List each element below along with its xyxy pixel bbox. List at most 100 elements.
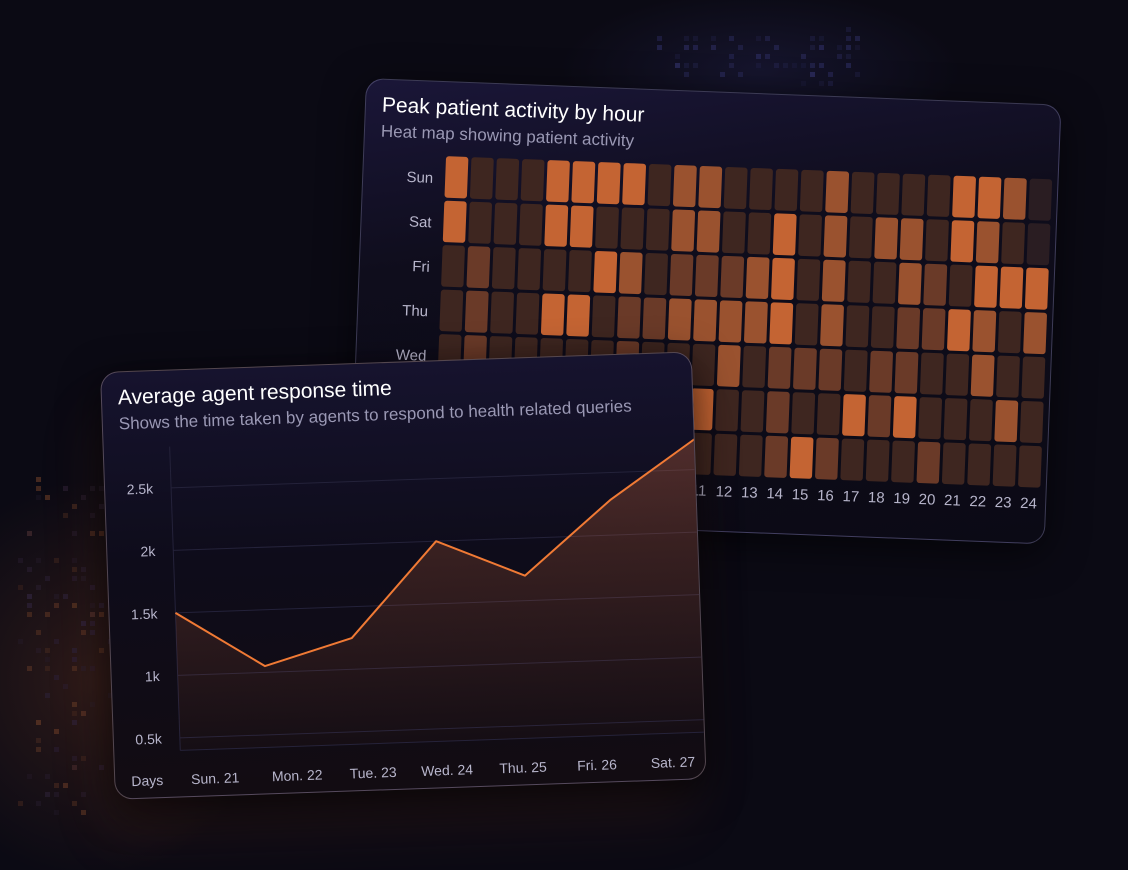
bg-dot (18, 585, 23, 590)
bg-dot (45, 495, 50, 500)
bg-dot (819, 45, 824, 50)
heatmap-cell (596, 162, 621, 205)
heatmap-cell (517, 248, 542, 291)
heatmap-cell (765, 391, 790, 434)
bg-dot (27, 774, 32, 779)
heatmap-cell (740, 390, 765, 433)
bg-dot (72, 648, 77, 653)
bg-dot (18, 639, 23, 644)
heatmap-cell (715, 389, 739, 432)
bg-dot (756, 54, 761, 59)
bg-dot (99, 531, 104, 536)
bg-dot (819, 81, 824, 86)
heatmap-cell (764, 435, 789, 478)
heatmap-cell (774, 168, 799, 212)
heatmap-cell (969, 399, 993, 442)
heatmap-cell (791, 392, 816, 435)
bg-dot (828, 81, 833, 86)
bg-dot (63, 486, 68, 491)
bg-dot (90, 612, 95, 617)
bg-dot (27, 594, 32, 599)
heatmap-cell (848, 216, 873, 259)
heatmap-cell (996, 355, 1020, 398)
heatmap-cell (644, 252, 668, 296)
bg-dot (27, 603, 32, 608)
heatmap-cell (647, 164, 672, 207)
heatmap-row-label: Fri (412, 258, 430, 276)
heatmap-cell (918, 397, 943, 440)
heatmap-cell (749, 167, 773, 211)
heatmap-cell (921, 308, 946, 351)
bg-dot (837, 54, 842, 59)
bg-dot (45, 657, 50, 662)
heatmap-row-label: Thu (402, 302, 428, 320)
bg-dot (810, 72, 815, 77)
bg-dot (801, 63, 806, 68)
bg-dot (81, 756, 86, 761)
bg-dot (99, 504, 104, 509)
bg-dot (684, 36, 689, 41)
x-tick-label: Mon. 22 (272, 766, 323, 784)
bg-dot (675, 63, 680, 68)
heatmap-cell (796, 258, 821, 301)
heatmap-cell (999, 266, 1024, 309)
heatmap-cell (444, 156, 469, 199)
bg-dot (99, 765, 104, 770)
heatmap-cell (569, 205, 594, 248)
heatmap-column-label: 21 (944, 492, 961, 510)
bg-dot (72, 666, 77, 671)
heatmap-cell (815, 437, 839, 480)
bg-dot (90, 513, 95, 518)
heatmap-cell (747, 212, 772, 255)
heatmap-cell (673, 165, 697, 208)
heatmap-cell (767, 346, 792, 389)
heatmap-cell (916, 441, 941, 484)
bg-dot (72, 567, 77, 572)
bg-dot (828, 72, 833, 77)
bg-dot (54, 747, 59, 752)
heatmap-cell (493, 202, 518, 245)
heatmap-cell (950, 220, 975, 263)
bg-dot (81, 495, 86, 500)
heatmap-column-label: 22 (969, 493, 986, 511)
heatmap-cell (591, 295, 616, 338)
heatmap-cell (566, 294, 591, 337)
heatmap-cell (540, 293, 565, 336)
heatmap-cell (820, 304, 844, 347)
bg-dot (855, 72, 860, 77)
heatmap-cell (723, 166, 748, 210)
bg-dot (810, 63, 815, 68)
bg-dot (72, 765, 77, 770)
heatmap-cell (617, 296, 641, 339)
heatmap-cell (818, 348, 843, 391)
heatmap-cell (892, 396, 917, 439)
line-chart: 0.5k 1k 1.5k 2k 2.5k Days Sun. 21 Mon. 22 Tue. 2… (126, 437, 706, 789)
bg-dot (72, 576, 77, 581)
y-tick-label: 1.5k (131, 605, 159, 622)
x-tick-label: Fri. 26 (577, 756, 617, 773)
response-time-card: Average agent response time Shows the ti… (100, 351, 707, 800)
bg-dot (72, 657, 77, 662)
bg-dot (54, 729, 59, 734)
heatmap-cell (671, 209, 696, 252)
heatmap-cell (794, 303, 819, 346)
heatmap-cell (926, 174, 951, 217)
bg-dot (36, 630, 41, 635)
heatmap-cell (1024, 267, 1049, 310)
heatmap-cell (997, 311, 1022, 354)
bg-dot (45, 576, 50, 581)
bg-dot (90, 531, 95, 536)
heatmap-cell (789, 436, 814, 479)
heatmap-cell (618, 252, 643, 295)
bg-dot (99, 648, 104, 653)
heatmap-cell (442, 200, 467, 243)
heatmap-cell (1026, 223, 1051, 266)
bg-dot (756, 63, 761, 68)
bg-dot (81, 792, 86, 797)
bg-dot (846, 36, 851, 41)
heatmap-cell (867, 395, 892, 438)
heatmap-cell (925, 219, 949, 262)
heatmap-cell (1019, 401, 1044, 444)
bg-dot (27, 531, 32, 536)
bg-dot (54, 603, 59, 608)
